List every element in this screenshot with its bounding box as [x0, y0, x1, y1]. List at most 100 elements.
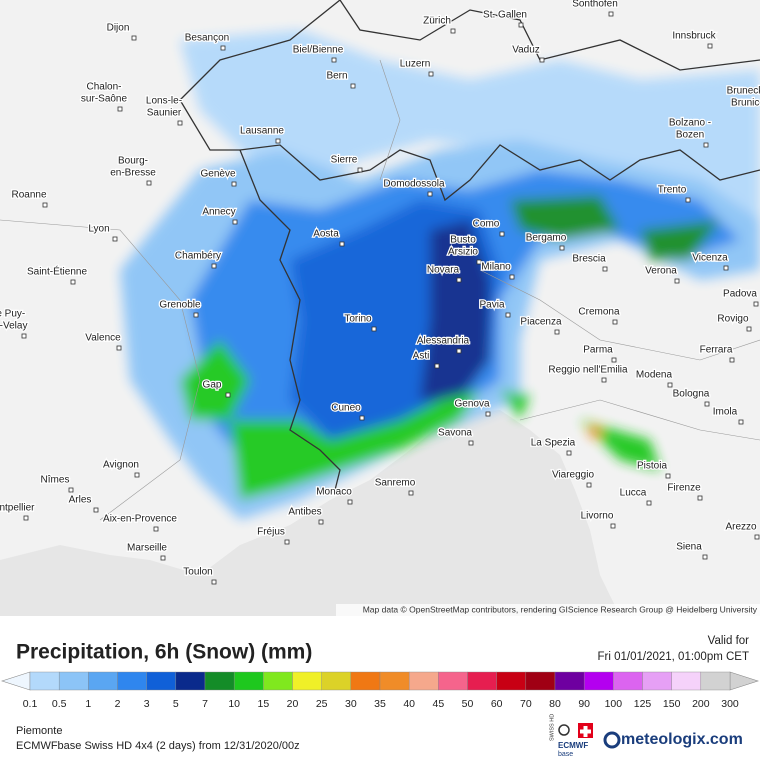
- city-label: Milano: [481, 262, 511, 273]
- city-marker: [357, 167, 363, 173]
- city-marker: [231, 181, 237, 187]
- city-marker: [468, 440, 474, 446]
- legend-value: 100: [605, 698, 623, 710]
- city-marker: [723, 265, 729, 271]
- legend-value: 7: [202, 698, 208, 710]
- city-label: Lucca: [620, 488, 647, 499]
- city-label: Lyon: [88, 224, 109, 235]
- model-run: ECMWFbase Swiss HD 4x4 (2 days) from 12/…: [16, 740, 300, 752]
- city-label: Brunico: [731, 98, 760, 109]
- city-marker: [93, 507, 99, 513]
- city-marker: [499, 231, 505, 237]
- city-label: Le Puy-: [0, 309, 25, 320]
- city-label: Valence: [85, 333, 121, 344]
- city-marker: [68, 487, 74, 493]
- city-label: Padova: [723, 289, 757, 300]
- city-label: Monaco: [316, 487, 352, 498]
- valid-label: Valid for: [708, 635, 750, 647]
- legend-value: 300: [721, 698, 739, 710]
- logo: SWISS HD ECMWF base meteologix.com: [549, 714, 742, 758]
- logo-lens: [558, 724, 570, 736]
- city-marker: [160, 555, 166, 561]
- city-label: Vicenza: [692, 253, 728, 264]
- city-label: Livorno: [581, 511, 614, 522]
- city-marker: [586, 482, 592, 488]
- city-marker: [456, 277, 462, 283]
- city-label: Sonthofen: [572, 0, 618, 10]
- city-marker: [232, 219, 238, 225]
- city-marker: [753, 301, 759, 307]
- city-marker: [331, 57, 337, 63]
- city-label: Bozen: [676, 130, 704, 141]
- city-label: Domodossola: [383, 179, 445, 190]
- legend-swatch: [554, 671, 585, 691]
- city-label: Firenze: [667, 483, 701, 494]
- city-label: Grenoble: [159, 300, 201, 311]
- legend-swatch: [642, 671, 672, 691]
- legend-swatch: [292, 671, 322, 691]
- city-label: en-Bresse: [110, 168, 156, 179]
- city-marker: [601, 377, 607, 383]
- city-label: Torino: [344, 314, 372, 325]
- legend-swatch: [671, 671, 702, 691]
- city-marker: [685, 197, 691, 203]
- city-marker: [702, 554, 708, 560]
- logo-cross: [580, 726, 591, 737]
- city-marker: [117, 106, 123, 112]
- city-marker: [518, 22, 524, 28]
- city-label: Bourg-: [118, 156, 148, 167]
- legend-value: 200: [692, 698, 710, 710]
- city-label: Como: [473, 219, 500, 230]
- legend-swatch: [700, 671, 731, 691]
- brand[interactable]: meteologix.com: [621, 731, 743, 748]
- city-marker: [610, 523, 616, 529]
- legend-value: 35: [374, 698, 386, 710]
- city-marker: [566, 450, 572, 456]
- city-marker: [318, 519, 324, 525]
- attribution: Map data © OpenStreetMap contributors, r…: [363, 604, 758, 614]
- city-label: Verona: [645, 266, 677, 277]
- legend-value: 125: [634, 698, 652, 710]
- city-marker: [347, 499, 353, 505]
- city-marker: [146, 180, 152, 186]
- logo-base: base: [558, 751, 573, 758]
- city-marker: [608, 11, 614, 17]
- legend-value: 20: [287, 698, 299, 710]
- city-marker: [703, 142, 709, 148]
- legend-swatch: [175, 671, 206, 691]
- attribution-bg: [336, 604, 760, 616]
- city-marker: [134, 472, 140, 478]
- city-label: Annecy: [202, 207, 235, 218]
- city-marker: [408, 490, 414, 496]
- sea: [0, 410, 620, 616]
- admin-lines: [0, 59, 760, 521]
- legend-arrow-right: [729, 671, 759, 691]
- city-label: Chalon-: [86, 82, 121, 93]
- city-marker: [428, 71, 434, 77]
- city-marker: [339, 241, 345, 247]
- city-marker: [539, 57, 545, 63]
- legend-swatch: [525, 671, 556, 691]
- city-label: Bologna: [673, 389, 710, 400]
- legend-value: 1: [85, 698, 91, 710]
- legend-swatch: [204, 671, 235, 691]
- city-label: Modena: [636, 370, 673, 381]
- city-marker: [220, 45, 226, 51]
- legend-value: 150: [663, 698, 681, 710]
- city-label: Parma: [583, 345, 613, 356]
- city-label: Fréjus: [257, 527, 285, 538]
- city-marker: [427, 191, 433, 197]
- city-marker: [193, 312, 199, 318]
- city-label: Bolzano -: [669, 118, 711, 129]
- city-marker: [371, 326, 377, 332]
- city-marker: [674, 278, 680, 284]
- legend-value: 45: [432, 698, 444, 710]
- legend-swatch: [263, 671, 293, 691]
- legend-value: 40: [403, 698, 415, 710]
- color-legend: 0.1 0.5 1 2 3 5 7 10 15 20 25 30 35 40 45 50 60 70 80 90 100…: [1, 671, 759, 710]
- borders: [179, 0, 760, 491]
- legend-swatch: [350, 671, 381, 691]
- city-label: Montpellier: [0, 503, 35, 514]
